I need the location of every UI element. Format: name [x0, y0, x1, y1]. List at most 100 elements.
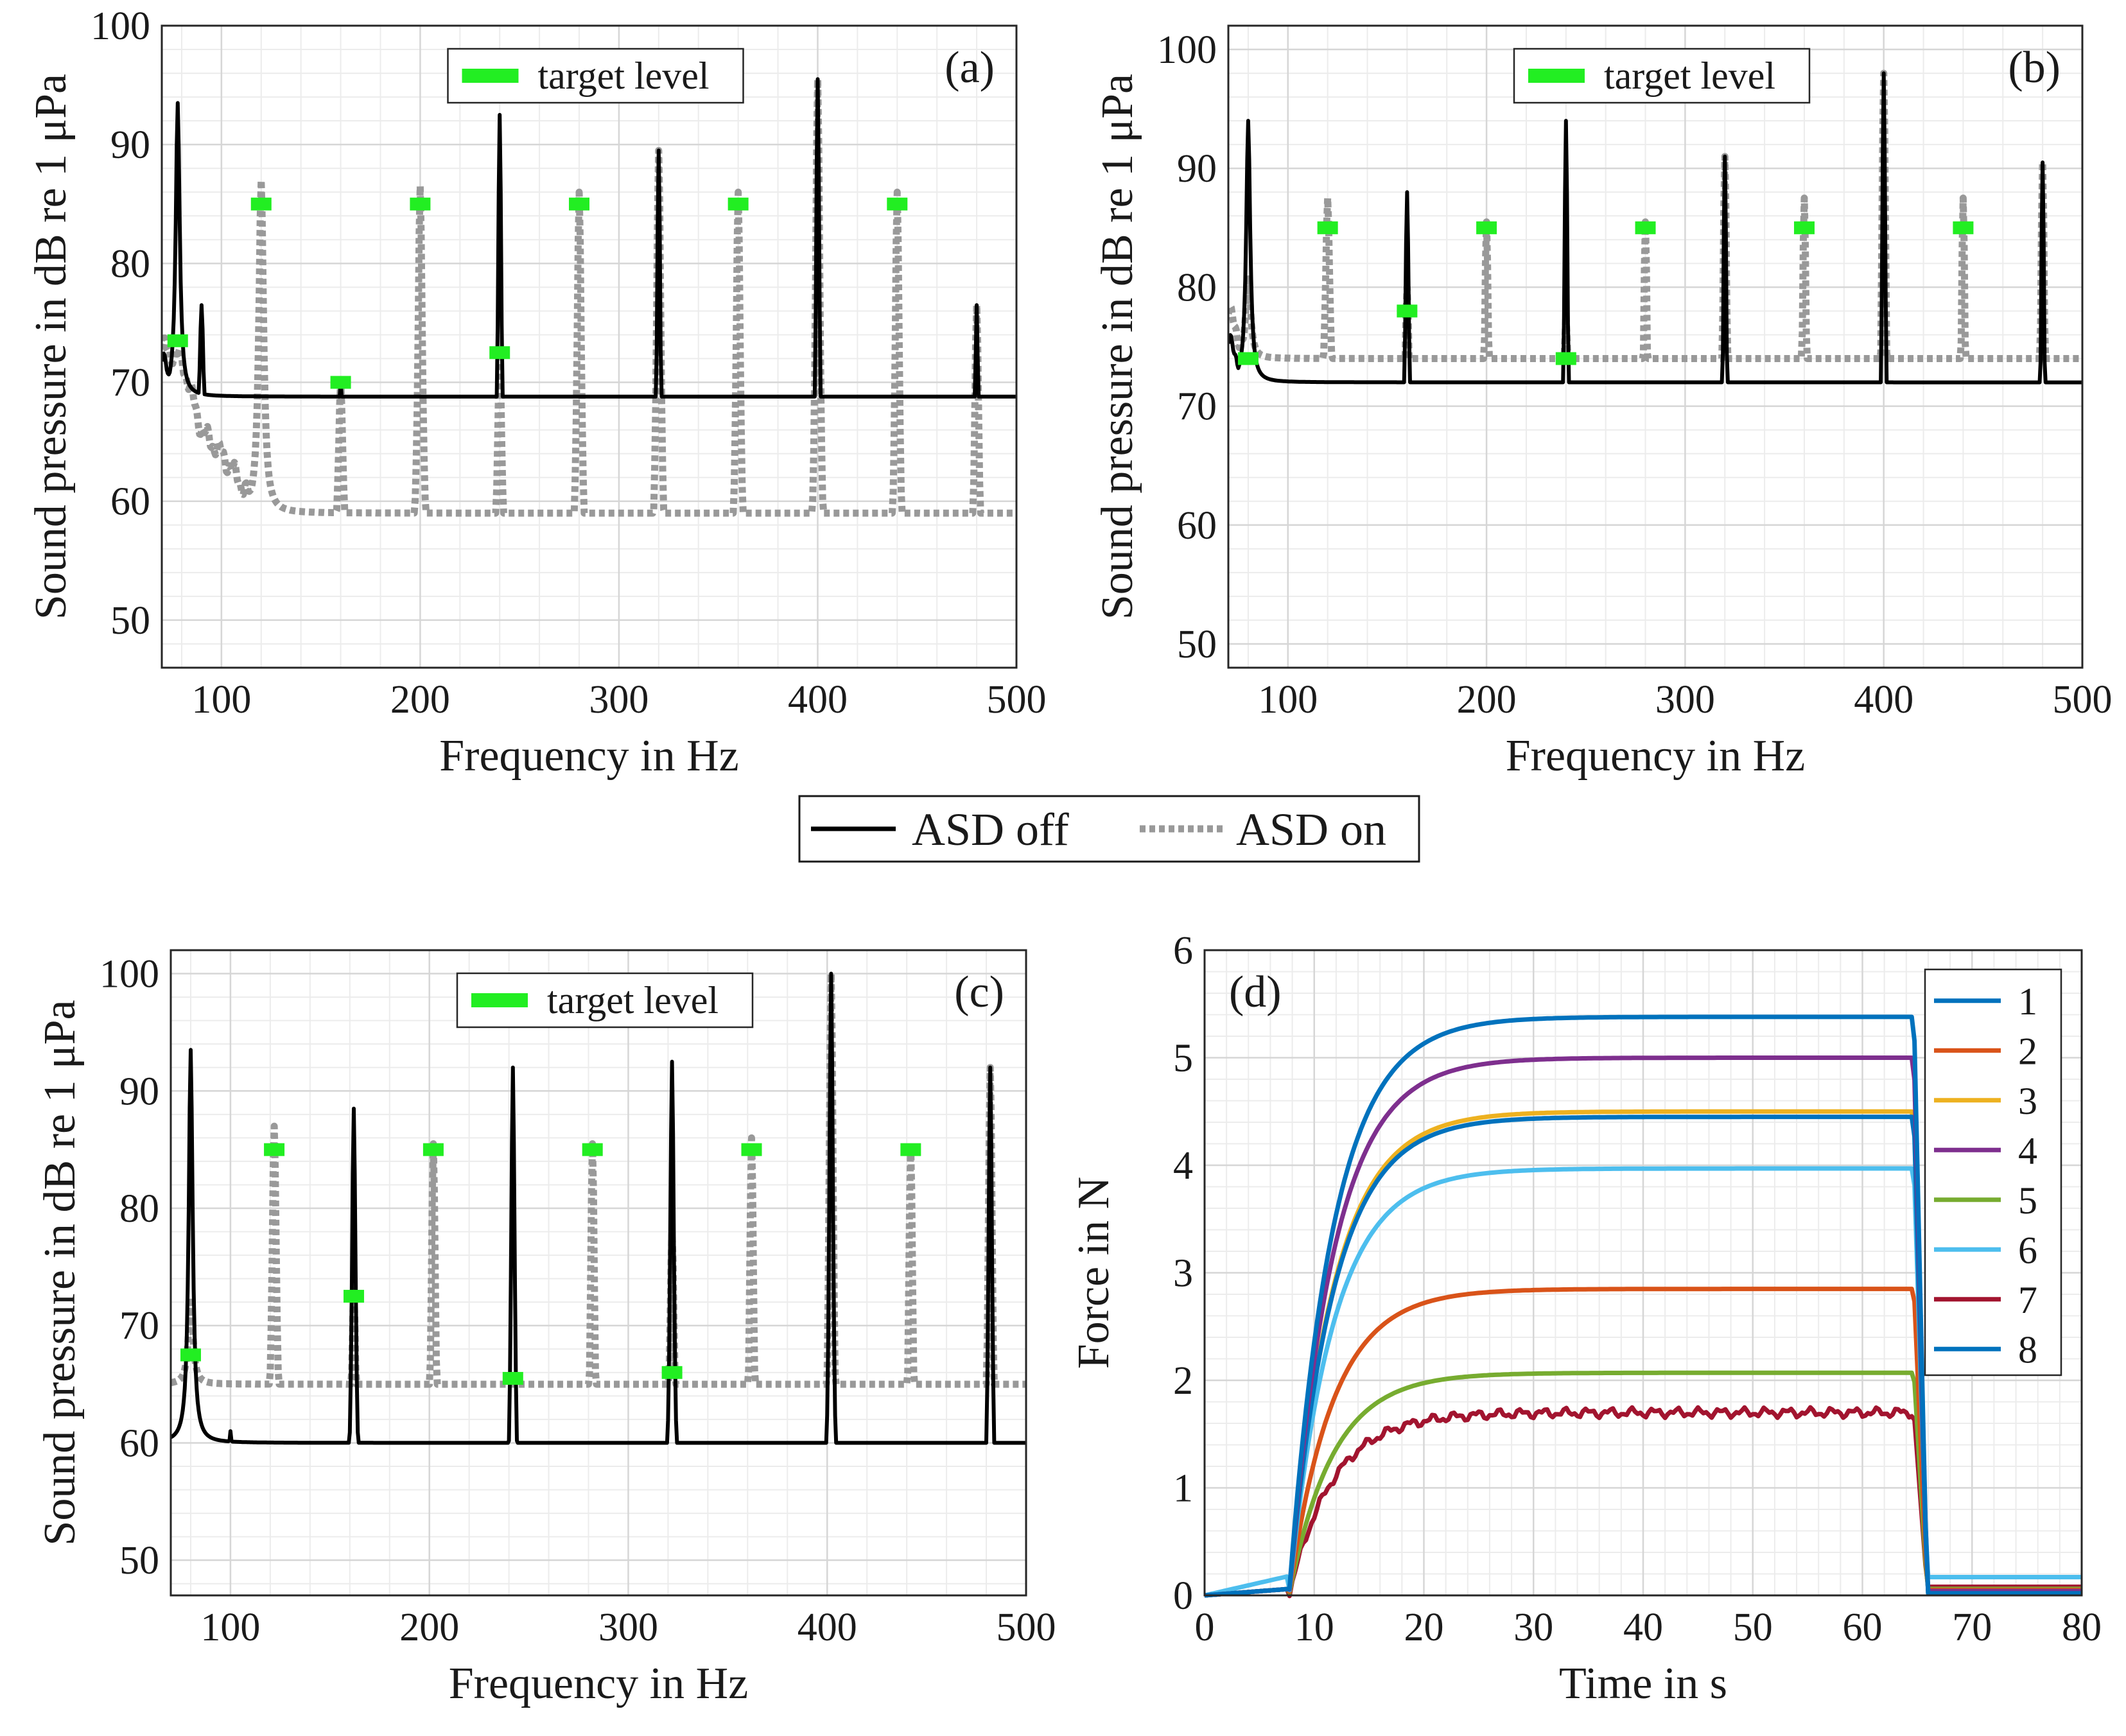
x-tick-label: 10 — [1294, 1606, 1334, 1649]
panel-a: 100 200 300 400 500 50 60 70 80 90 100 Frequency in… — [26, 4, 1047, 781]
legend-label-5: 5 — [2018, 1179, 2037, 1222]
axes-frame — [1227, 24, 2084, 669]
target-level-marker — [423, 1143, 444, 1156]
x-tick-label: 100 — [200, 1606, 260, 1649]
x-tick-label: 300 — [589, 678, 649, 722]
panel-b: 100 200 300 400 500 50 60 70 80 90 100 Frequency in… — [1093, 24, 2113, 781]
legend-target-label: target level — [538, 55, 710, 97]
y-tick-label: 90 — [1177, 147, 1217, 191]
x-tick-label: 300 — [598, 1606, 658, 1649]
legend-label-4: 4 — [2018, 1129, 2037, 1172]
x-tick-label: 70 — [1952, 1606, 1992, 1649]
y-axis-label: Sound pressure in dB re 1 μPa — [35, 1000, 85, 1545]
legend-box — [1924, 968, 2062, 1376]
y-tick-label: 80 — [119, 1187, 159, 1231]
x-axis-label: Frequency in Hz — [449, 1659, 749, 1708]
x-tick-label: 400 — [797, 1606, 857, 1649]
y-tick-label: 60 — [119, 1421, 159, 1465]
series-asd-off — [162, 77, 1016, 399]
target-level-marker — [1953, 221, 1974, 234]
y-tick-label: 50 — [119, 1539, 159, 1583]
target-level-marker — [582, 1143, 603, 1156]
panel-label: (d) — [1229, 968, 1282, 1017]
x-tick-label: 20 — [1404, 1606, 1444, 1649]
series-group — [1204, 1014, 2082, 1599]
axes-frame — [170, 949, 1027, 1597]
target-level-marker — [489, 346, 510, 360]
target-level-marker — [330, 376, 351, 389]
x-tick-label: 40 — [1623, 1606, 1663, 1649]
series-group — [171, 970, 1026, 1445]
series-asd-on — [1228, 69, 2082, 362]
target-level-marker — [502, 1371, 523, 1385]
panel-label: (c) — [954, 968, 1004, 1017]
y-tick-label: 80 — [1177, 266, 1217, 309]
x-tick-label: 100 — [1258, 678, 1318, 722]
legend-label-1: 1 — [2018, 980, 2037, 1023]
x-tick-label: 0 — [1195, 1606, 1215, 1649]
x-axis-label: Frequency in Hz — [1506, 731, 1806, 781]
y-tick-label: 90 — [119, 1070, 159, 1113]
target-level-marker — [741, 1143, 762, 1156]
series-asd-on — [162, 75, 1016, 517]
y-tick-label: 50 — [1177, 623, 1217, 666]
target-level-marker — [1237, 352, 1259, 365]
series-6 — [1204, 1166, 2082, 1598]
x-tick-label: 200 — [399, 1606, 459, 1649]
target-level-marker — [180, 1348, 201, 1362]
x-tick-label: 60 — [1843, 1606, 1883, 1649]
target-level-marker — [1635, 221, 1656, 234]
legend-label-2: 2 — [2018, 1030, 2037, 1072]
plot-area — [171, 950, 1026, 1595]
y-axis-label: Sound pressure in dB re 1 μPa — [1093, 74, 1142, 620]
y-tick-label: 70 — [119, 1305, 159, 1348]
x-tick-label: 30 — [1513, 1606, 1553, 1649]
y-tick-label: 70 — [1177, 385, 1217, 429]
legend-target-swatch — [462, 69, 519, 83]
x-tick-label: 80 — [2062, 1606, 2102, 1649]
y-tick-label: 60 — [1177, 504, 1217, 548]
y-tick-label: 2 — [1173, 1359, 1193, 1403]
series-asd-off — [171, 971, 1026, 1445]
x-tick-label: 500 — [2053, 678, 2113, 722]
legend-asd-on-label: ASD on — [1236, 804, 1386, 855]
y-tick-label: 4 — [1173, 1144, 1193, 1188]
target-level-marker — [728, 197, 749, 211]
y-axis-label: Force in N — [1069, 1177, 1119, 1369]
legend-target-swatch — [471, 993, 528, 1007]
series-group — [162, 75, 1016, 517]
x-tick-label: 500 — [987, 678, 1047, 722]
x-tick-label: 300 — [1655, 678, 1715, 722]
target-level-marker — [343, 1290, 364, 1303]
y-tick-label: 0 — [1173, 1574, 1193, 1618]
y-tick-label: 80 — [110, 242, 150, 286]
target-level-marker — [264, 1143, 285, 1156]
y-tick-label: 100 — [100, 953, 159, 996]
x-tick-label: 400 — [788, 678, 848, 722]
x-tick-label: 200 — [390, 678, 450, 722]
series-group — [1228, 69, 2082, 385]
y-tick-label: 1 — [1173, 1467, 1193, 1511]
legend-label-7: 7 — [2018, 1279, 2037, 1321]
legend-label-6: 6 — [2018, 1229, 2037, 1271]
y-tick-label: 100 — [1157, 28, 1217, 72]
panel-c: 100 200 300 400 500 50 60 70 80 90 100 Frequency in… — [35, 949, 1056, 1708]
legend-target-swatch — [1528, 69, 1585, 83]
y-tick-label: 6 — [1173, 929, 1193, 973]
y-tick-label: 50 — [110, 599, 150, 643]
series-asd-on — [171, 970, 1026, 1388]
x-tick-label: 50 — [1733, 1606, 1773, 1649]
series-1 — [1204, 1014, 2082, 1598]
x-tick-label: 500 — [997, 1606, 1056, 1649]
target-level-marker — [1397, 304, 1418, 318]
legend-asd-off-label: ASD off — [912, 804, 1069, 855]
shared-legend: ASD off ASD on — [798, 795, 1420, 863]
panel-d: 0 10 20 30 40 50 60 70 80 0 1 2 3 4 5 6 Time in s Force i… — [1069, 929, 2102, 1708]
target-level-marker — [250, 197, 272, 211]
panel-label: (a) — [945, 43, 995, 92]
x-tick-label: 200 — [1457, 678, 1517, 722]
target-level-marker — [1793, 221, 1815, 234]
y-tick-label: 60 — [110, 480, 150, 524]
target-level-marker — [661, 1366, 683, 1379]
